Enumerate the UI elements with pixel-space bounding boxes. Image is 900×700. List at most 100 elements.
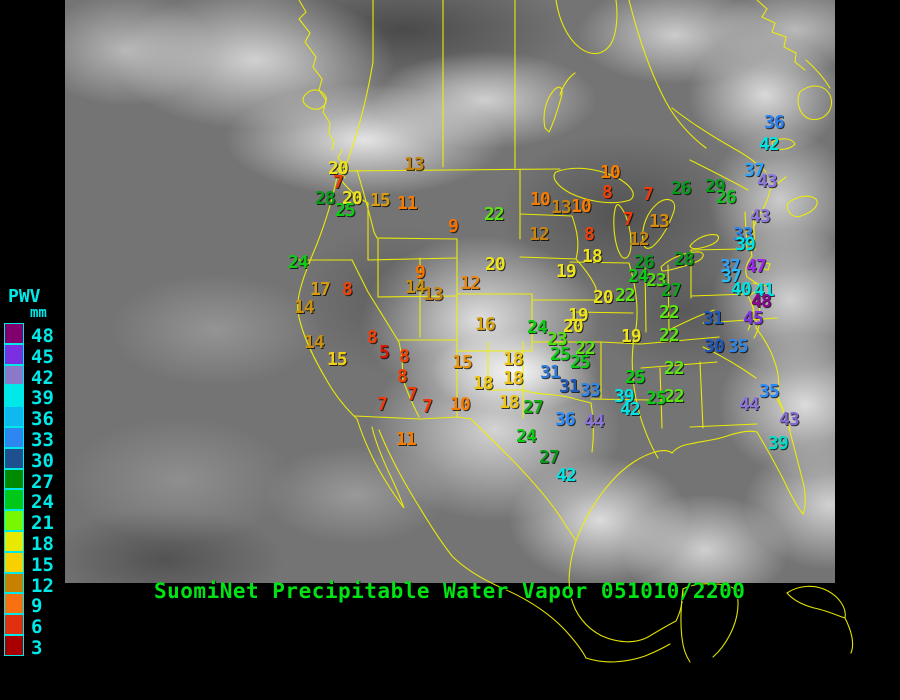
station-value: 42 [759,134,780,155]
station-value: 5 [379,342,390,363]
pwv-legend: PWV mm 48 45 42 39 36 33 30 27 24 21 18 15 12 9 6 3 [4,288,54,657]
station-value: 24 [527,317,548,338]
station-value: 44 [584,411,605,432]
geo-outline [354,415,472,420]
geo-outline [702,317,778,324]
station-value: 20 [328,158,349,179]
geo-outline [786,195,818,218]
geo-outline [689,159,749,191]
legend-swatch [4,593,24,615]
station-value: 14 [304,332,325,353]
station-value: 22 [664,358,685,379]
geo-outline [590,402,594,453]
station-value: 37 [744,160,765,181]
station-value: 13 [649,211,670,232]
geo-outline [744,211,748,251]
geo-outline [752,211,756,251]
geo-outline [631,337,659,459]
geo-outline [659,367,663,429]
station-value: 7 [643,184,654,205]
legend-value: 45 [31,345,54,368]
station-value: 33 [733,224,754,245]
satellite-image [65,0,835,583]
station-value: 26 [716,187,737,208]
geo-outline [555,0,618,55]
legend-swatch [4,614,24,635]
station-value: 26 [634,252,655,273]
legend-swatch [4,323,24,344]
geo-outline [640,361,718,369]
geo-outline [752,282,769,287]
station-value: 7 [422,396,433,417]
geo-outline [376,237,458,240]
geo-outline [797,85,833,120]
geo-outline [571,311,634,314]
legend-row: 45 [4,343,54,368]
legend-value: 33 [31,428,54,451]
geo-outline [805,59,831,89]
geo-outline [690,248,743,251]
legend-swatch [4,510,24,531]
station-value: 18 [582,246,603,267]
geo-outline [451,555,587,659]
station-value: 36 [764,112,785,133]
station-value: 37 [720,256,741,277]
station-value: 31 [540,362,561,383]
legend-swatch [4,406,24,427]
station-value: 18 [503,368,524,389]
geo-outline [590,398,651,401]
station-value: 7 [333,172,344,193]
station-value: 10 [571,196,592,217]
geo-outline [297,171,358,420]
station-value: 11 [397,193,418,214]
geo-outline [667,264,670,331]
geo-outline [756,176,787,219]
legend-row: 27 [4,468,54,491]
station-value: 14 [294,297,315,318]
station-value: 16 [475,314,496,335]
geo-outline [628,262,638,339]
legend-row: 33 [4,426,54,451]
legend-swatch [4,364,24,386]
geo-outline [690,293,749,297]
legend-row: 15 [4,551,54,574]
station-value: 22 [615,285,636,306]
station-value: 10 [600,162,621,183]
station-value: 27 [523,397,544,418]
station-value: 48 [751,291,772,312]
geo-outline [660,251,704,272]
geo-outline [356,418,405,509]
station-value: 18 [503,349,524,370]
geo-outline [613,204,632,259]
station-value: 8 [399,346,410,367]
geo-outline [628,0,707,149]
geo-outline [377,295,458,298]
station-value: 8 [367,327,378,348]
station-value: 22 [659,302,680,323]
geo-outline [559,72,576,96]
station-value: 11 [396,429,417,450]
station-value: 42 [620,399,641,420]
station-value: 20 [593,287,614,308]
legend-swatch [4,385,24,407]
station-value: 31 [703,308,724,329]
legend-swatch [4,634,24,656]
legend-row: 18 [4,530,54,553]
station-value: 19 [621,326,642,347]
station-value: 37 [721,266,742,287]
geo-outline [600,341,642,345]
geo-outline [668,309,715,331]
station-value: 17 [310,279,331,300]
legend-swatch [4,426,24,448]
station-value: 15 [370,190,391,211]
station-value: 8 [584,224,595,245]
station-value: 22 [659,325,680,346]
station-value: 27 [539,447,560,468]
legend-row: 48 [4,323,54,346]
geo-outline [771,138,796,150]
legend-swatch [4,530,24,552]
legend-swatch [4,551,24,573]
geo-outline [642,199,676,249]
geo-outline [699,361,704,429]
station-value: 43 [757,171,778,192]
